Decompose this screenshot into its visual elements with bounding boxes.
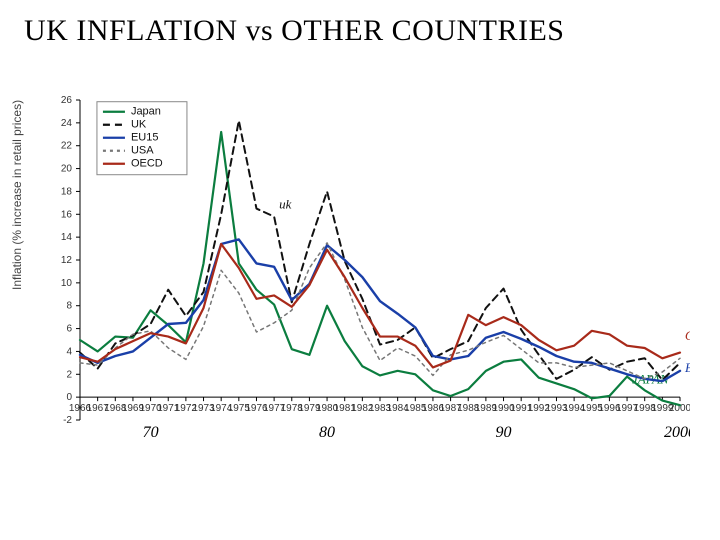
svg-text:14: 14 bbox=[61, 232, 73, 243]
series-uk bbox=[80, 121, 680, 380]
svg-text:22: 22 bbox=[61, 141, 73, 152]
svg-text:2000: 2000 bbox=[664, 424, 690, 441]
svg-text:-2: -2 bbox=[63, 415, 72, 426]
svg-text:18: 18 bbox=[61, 186, 73, 197]
svg-text:8: 8 bbox=[66, 301, 72, 312]
svg-text:uk: uk bbox=[279, 197, 292, 212]
svg-text:16: 16 bbox=[61, 209, 73, 220]
svg-text:26: 26 bbox=[61, 95, 73, 106]
series-oecd bbox=[80, 244, 680, 367]
svg-text:80: 80 bbox=[319, 424, 335, 441]
svg-text:24: 24 bbox=[61, 118, 73, 129]
svg-text:2: 2 bbox=[66, 369, 72, 380]
series-eu15 bbox=[80, 239, 680, 381]
svg-text:EU15: EU15 bbox=[684, 360, 690, 375]
svg-text:OECD: OECD bbox=[685, 328, 690, 343]
svg-text:20: 20 bbox=[61, 164, 73, 175]
svg-text:OECD: OECD bbox=[131, 158, 163, 170]
svg-text:70: 70 bbox=[143, 424, 159, 441]
svg-text:0: 0 bbox=[66, 392, 72, 403]
svg-text:6: 6 bbox=[66, 324, 72, 335]
page-title: UK INFLATION vs OTHER COUNTRIES bbox=[0, 0, 720, 48]
svg-text:UK: UK bbox=[131, 119, 147, 131]
inflation-chart: Inflation (% increase in retail prices) … bbox=[30, 90, 690, 490]
svg-text:4: 4 bbox=[66, 346, 72, 357]
chart-svg: -202468101214161820222426196619671968196… bbox=[30, 90, 690, 490]
svg-text:EU15: EU15 bbox=[131, 132, 159, 144]
svg-text:12: 12 bbox=[61, 255, 73, 266]
series-japan bbox=[80, 132, 680, 405]
svg-text:90: 90 bbox=[496, 424, 512, 441]
y-axis-label: Inflation (% increase in retail prices) bbox=[10, 100, 24, 290]
svg-text:USA: USA bbox=[131, 145, 154, 157]
svg-text:10: 10 bbox=[61, 278, 73, 289]
svg-text:Japan: Japan bbox=[131, 106, 161, 118]
